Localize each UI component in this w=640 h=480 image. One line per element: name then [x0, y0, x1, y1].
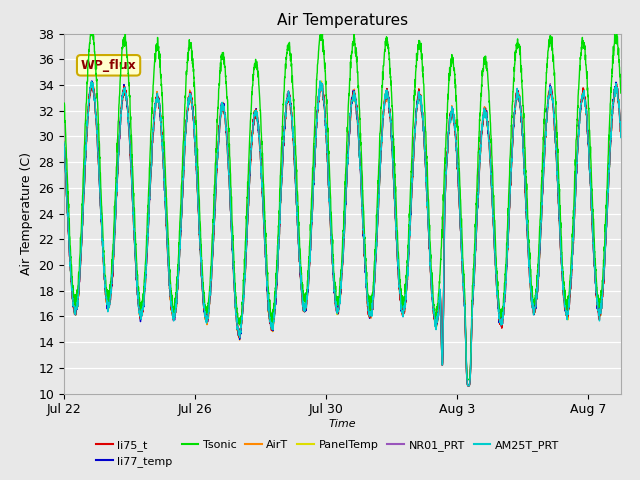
X-axis label: Time: Time: [328, 419, 356, 429]
Text: WP_flux: WP_flux: [81, 59, 136, 72]
Y-axis label: Air Temperature (C): Air Temperature (C): [20, 152, 33, 275]
Legend: li75_t, li77_temp, Tsonic, AirT, PanelTemp, NR01_PRT, AM25T_PRT: li75_t, li77_temp, Tsonic, AirT, PanelTe…: [92, 435, 563, 471]
Title: Air Temperatures: Air Temperatures: [277, 13, 408, 28]
